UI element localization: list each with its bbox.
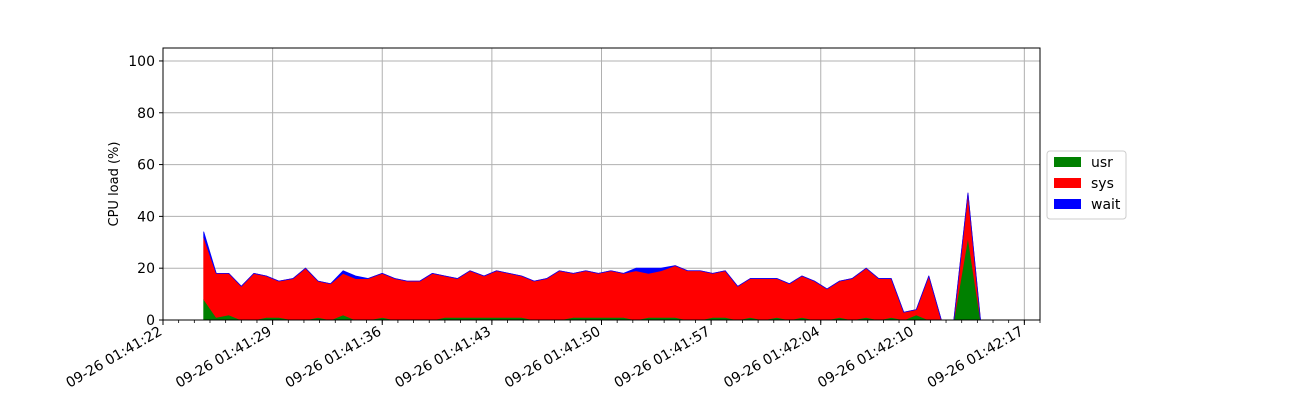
x-tick-label: 09-26 01:41:57: [612, 324, 714, 392]
stacked-areas: [203, 192, 994, 321]
x-tick-label: 09-26 01:42:10: [815, 324, 917, 392]
x-tick-label: 09-26 01:41:36: [283, 324, 385, 392]
x-tick-label: 09-26 01:41:43: [392, 324, 494, 392]
y-axis-ticks: 0 20 40 60 80 100: [128, 54, 163, 329]
x-tick-label: 09-26 01:41:22: [63, 324, 165, 392]
area-sys: [203, 192, 994, 321]
legend-label-usr: usr: [1091, 155, 1113, 171]
x-tick-label: 09-26 01:42:04: [721, 324, 823, 392]
x-axis-ticks: 09-26 01:41:22 09-26 01:41:29 09-26 01:41:…: [63, 320, 1041, 392]
y-tick-label: 80: [137, 106, 155, 122]
y-tick-label: 20: [137, 261, 155, 277]
legend-label-wait: wait: [1091, 197, 1121, 213]
y-tick-label: 40: [137, 209, 155, 225]
y-tick-label: 0: [146, 313, 155, 329]
y-tick-label: 60: [137, 158, 155, 174]
x-tick-label: 09-26 01:41:50: [502, 324, 604, 392]
y-axis-label: CPU load (%): [107, 142, 122, 227]
x-tick-label: 09-26 01:42:17: [925, 324, 1027, 392]
legend-label-sys: sys: [1091, 176, 1114, 192]
legend-swatch-usr: [1054, 157, 1081, 167]
x-tick-label: 09-26 01:41:29: [173, 324, 275, 392]
legend-swatch-wait: [1054, 199, 1081, 209]
legend-swatch-sys: [1054, 178, 1081, 188]
y-tick-label: 100: [128, 54, 155, 70]
legend: usr sys wait: [1046, 150, 1127, 220]
grid-lines: [162, 48, 1040, 321]
